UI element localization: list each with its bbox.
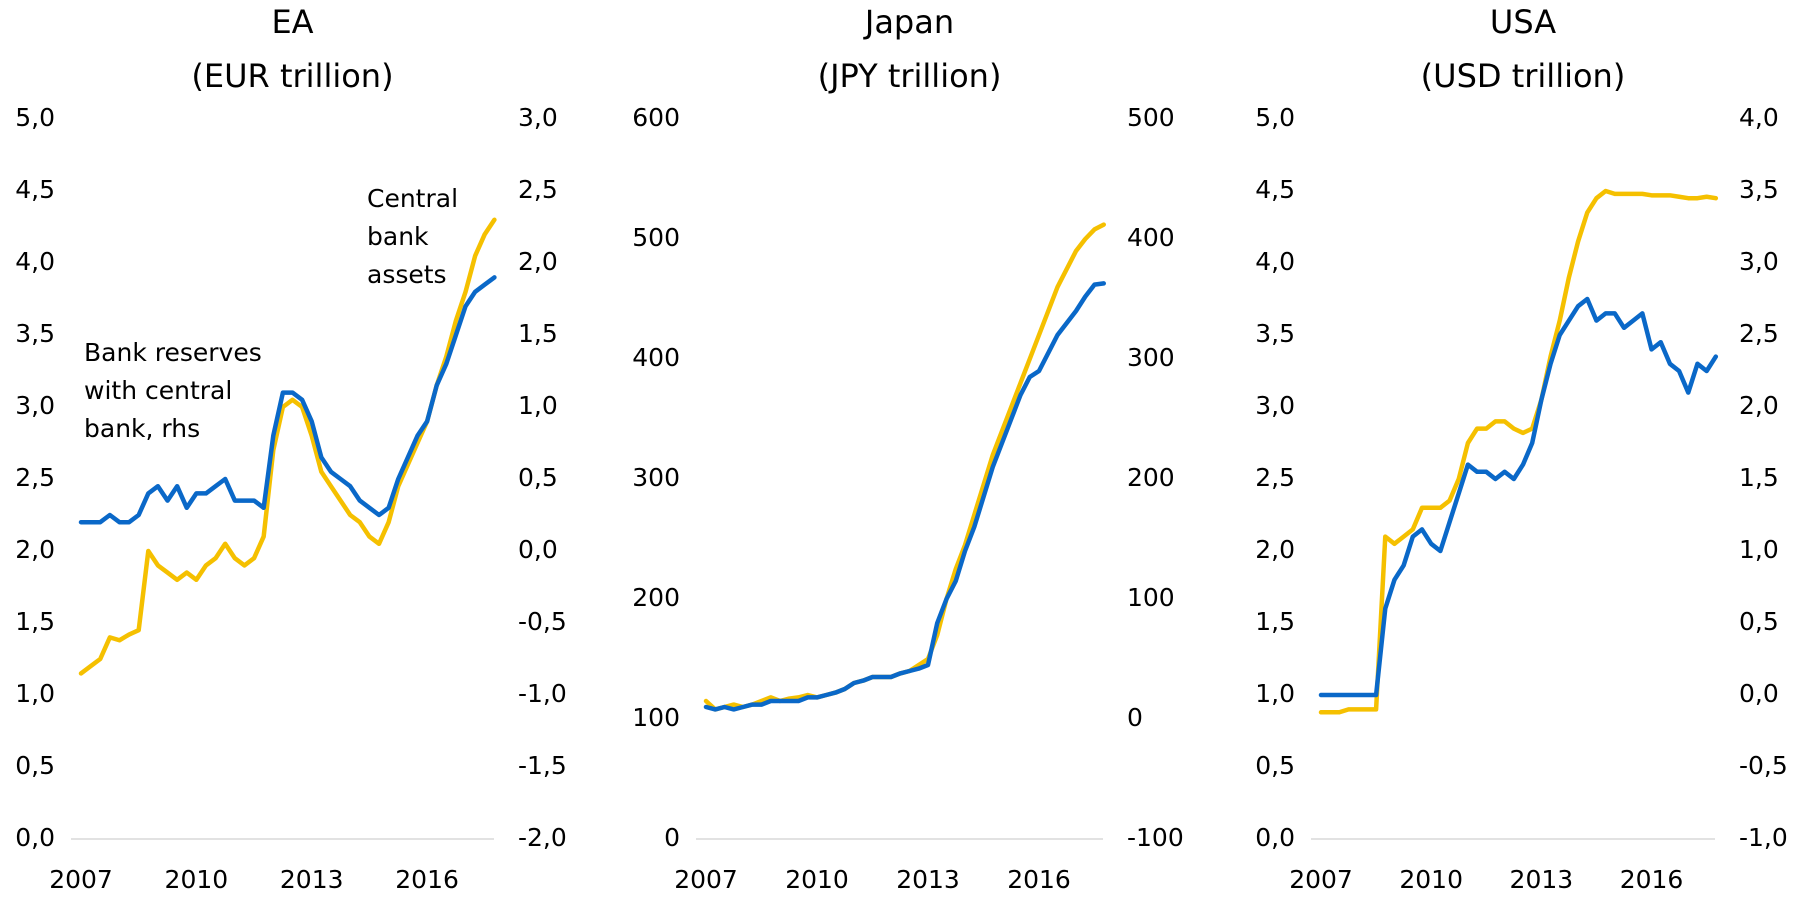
y-tick-label: 600	[632, 103, 680, 132]
y-tick-label: 1,0	[15, 679, 55, 708]
y-tick-label: 0,0	[15, 823, 55, 852]
y2-tick-label: -1,0	[1739, 823, 1788, 852]
series-line	[703, 222, 1106, 712]
chart-subtitle: (JPY trillion)	[818, 57, 1002, 95]
y-tick-label: 1,5	[15, 607, 55, 636]
series-line	[1318, 188, 1719, 715]
y2-tick-label: 1,0	[1739, 535, 1779, 564]
x-tick-label: 2007	[1289, 865, 1353, 894]
x-tick-label: 2016	[395, 865, 459, 894]
y2-tick-label: -1,5	[518, 751, 567, 780]
x-tick-label: 2016	[1620, 865, 1684, 894]
y-tick-label: 5,0	[15, 103, 55, 132]
y2-tick-label: -1,0	[518, 679, 567, 708]
y-tick-label: 2,5	[1255, 463, 1295, 492]
annotation: bank, rhs	[84, 414, 200, 443]
annotation: assets	[367, 260, 447, 289]
y2-tick-label: -2,0	[518, 823, 567, 852]
y-tick-label: 5,0	[1255, 103, 1295, 132]
y-tick-label: 4,0	[1255, 247, 1295, 276]
y2-tick-label: 0,0	[518, 535, 558, 564]
y2-tick-label: 300	[1127, 343, 1175, 372]
y2-tick-label: 1,5	[518, 319, 558, 348]
series-line	[78, 275, 497, 525]
annotation: with central	[84, 376, 232, 405]
y2-tick-label: 1,5	[1739, 463, 1779, 492]
y-tick-label: 1,0	[1255, 679, 1295, 708]
y-tick-label: 1,5	[1255, 607, 1295, 636]
y-tick-label: 500	[632, 223, 680, 252]
y-tick-label: 300	[632, 463, 680, 492]
y2-tick-label: -100	[1127, 823, 1184, 852]
chart-title: EA	[271, 3, 313, 41]
y-tick-label: 3,0	[1255, 391, 1295, 420]
y2-tick-label: 400	[1127, 223, 1175, 252]
annotation: Central	[367, 184, 458, 213]
y2-tick-label: 4,0	[1739, 103, 1779, 132]
y2-tick-label: 0,5	[518, 463, 558, 492]
y-tick-label: 0,5	[1255, 751, 1295, 780]
y2-tick-label: 200	[1127, 463, 1175, 492]
chart-subtitle: (USD trillion)	[1421, 57, 1626, 95]
x-tick-label: 2016	[1007, 865, 1071, 894]
y-tick-label: 3,5	[1255, 319, 1295, 348]
y-tick-label: 3,5	[15, 319, 55, 348]
y-tick-label: 3,0	[15, 391, 55, 420]
annotation: bank	[367, 222, 429, 251]
chart-title: Japan	[863, 3, 954, 41]
y2-tick-label: 1,0	[518, 391, 558, 420]
series-line	[703, 281, 1106, 712]
y2-tick-label: 100	[1127, 583, 1175, 612]
x-tick-label: 2013	[896, 865, 960, 894]
x-tick-label: 2013	[1510, 865, 1574, 894]
x-tick-label: 2007	[49, 865, 113, 894]
chart-title: USA	[1490, 3, 1556, 41]
y-tick-label: 4,0	[15, 247, 55, 276]
y-tick-label: 100	[632, 703, 680, 732]
x-tick-label: 2007	[674, 865, 738, 894]
x-tick-label: 2010	[785, 865, 849, 894]
y2-tick-label: -0,5	[518, 607, 567, 636]
y2-tick-label: -0,5	[1739, 751, 1788, 780]
y2-tick-label: 0,0	[1739, 679, 1779, 708]
y-tick-label: 0	[664, 823, 680, 852]
y-tick-label: 4,5	[15, 175, 55, 204]
x-tick-label: 2013	[280, 865, 344, 894]
y2-tick-label: 500	[1127, 103, 1175, 132]
y2-tick-label: 3,0	[518, 103, 558, 132]
x-tick-label: 2010	[165, 865, 229, 894]
y-tick-label: 2,5	[15, 463, 55, 492]
chart-subtitle: (EUR trillion)	[191, 57, 393, 95]
y-tick-label: 0,0	[1255, 823, 1295, 852]
annotation: Bank reserves	[84, 338, 262, 367]
x-tick-label: 2010	[1399, 865, 1463, 894]
y2-tick-label: 2,0	[518, 247, 558, 276]
y2-tick-label: 2,0	[1739, 391, 1779, 420]
y2-tick-label: 0,5	[1739, 607, 1779, 636]
series-line	[1318, 296, 1719, 698]
y-tick-label: 200	[632, 583, 680, 612]
y2-tick-label: 3,0	[1739, 247, 1779, 276]
y-tick-label: 400	[632, 343, 680, 372]
y-tick-label: 2,0	[15, 535, 55, 564]
y-tick-label: 4,5	[1255, 175, 1295, 204]
y2-tick-label: 3,5	[1739, 175, 1779, 204]
y2-tick-label: 2,5	[1739, 319, 1779, 348]
y2-tick-label: 2,5	[518, 175, 558, 204]
y2-tick-label: 0	[1127, 703, 1143, 732]
y-tick-label: 2,0	[1255, 535, 1295, 564]
y-tick-label: 0,5	[15, 751, 55, 780]
